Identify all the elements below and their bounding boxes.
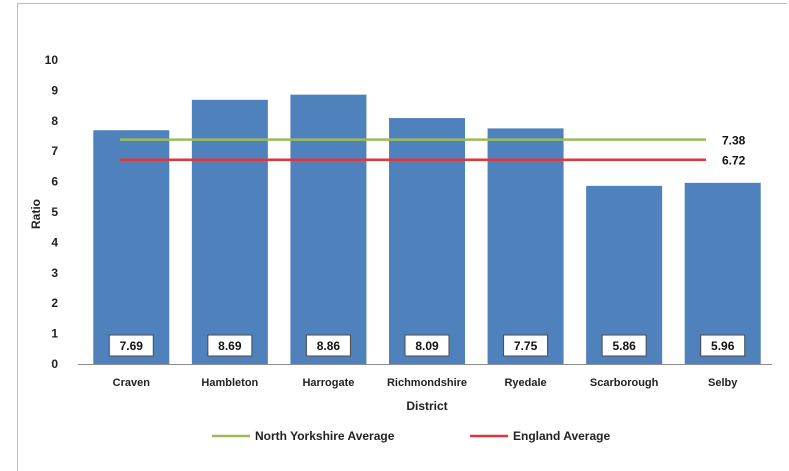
legend-label: England Average (513, 429, 610, 443)
y-tick-label: 10 (45, 53, 59, 67)
bars: 7.69 8.69 8.86 8.09 7.75 5.86 5.96 (93, 94, 761, 365)
bar (290, 94, 367, 364)
reference-line-label: 7.38 (722, 134, 746, 148)
data-label: 8.69 (218, 339, 242, 353)
data-label-box (207, 334, 253, 357)
bar (191, 99, 268, 364)
bar (586, 185, 663, 364)
y-tick-label: 0 (51, 357, 58, 371)
data-label-box (305, 334, 351, 357)
data-label: 8.09 (415, 339, 439, 353)
x-category-label: Selby (708, 377, 738, 389)
data-label-box (404, 334, 450, 357)
data-label-box (108, 334, 154, 357)
data-label-box (601, 334, 647, 357)
data-label: 5.86 (612, 339, 636, 353)
data-label-box (700, 334, 746, 357)
x-category-label: Ryedale (504, 377, 546, 389)
y-axis-title: Ratio (29, 199, 43, 229)
chart-frame (17, 3, 787, 471)
x-axis-title: District (406, 399, 447, 413)
legend: North Yorkshire Average England Average (212, 429, 610, 443)
data-label: 7.75 (514, 339, 538, 353)
y-tick-label: 7 (51, 144, 58, 158)
x-category-label: Harrogate (302, 377, 354, 389)
y-tick-label: 9 (51, 83, 58, 97)
y-tick-label: 3 (51, 266, 58, 280)
y-axis-ticks: 0 1 2 3 4 5 6 7 8 9 10 (45, 53, 59, 371)
reference-lines: 7.38 6.72 (120, 134, 746, 168)
y-tick-label: 8 (51, 114, 58, 128)
data-label: 5.96 (711, 339, 735, 353)
bar (389, 118, 465, 365)
y-tick-label: 6 (51, 175, 58, 189)
x-category-label: Craven (113, 377, 151, 389)
bar (487, 128, 564, 364)
x-category-label: Richmondshire (387, 377, 467, 389)
y-tick-label: 4 (51, 235, 58, 249)
y-tick-label: 5 (51, 205, 58, 219)
bar (684, 182, 761, 364)
x-axis-categories: Craven Hambleton Harrogate Richmondshire Rye… (113, 377, 739, 389)
data-label: 8.86 (317, 339, 341, 353)
data-label: 7.69 (120, 339, 144, 353)
reference-line-label: 6.72 (722, 154, 746, 168)
bar (93, 130, 170, 364)
x-category-label: Scarborough (590, 377, 659, 389)
data-label-box (503, 334, 549, 357)
x-category-label: Hambleton (201, 377, 258, 389)
y-tick-label: 1 (51, 327, 58, 341)
legend-label: North Yorkshire Average (255, 429, 395, 443)
y-tick-label: 2 (51, 296, 58, 310)
